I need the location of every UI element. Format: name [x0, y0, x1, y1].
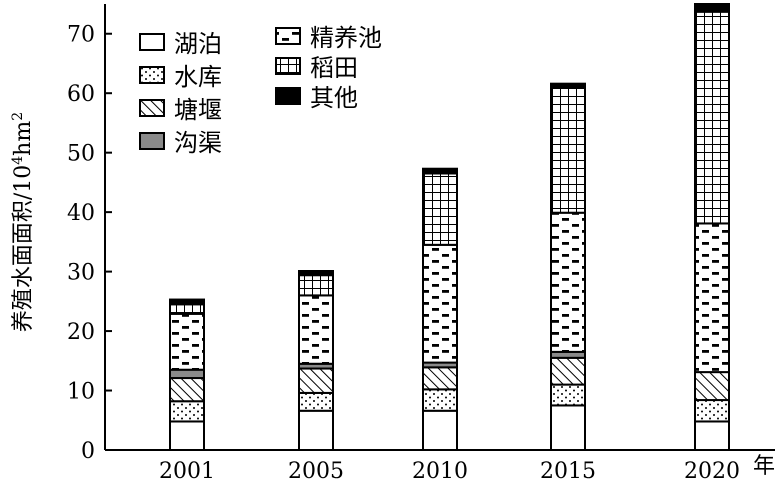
bar-segment-水库-2005: [298, 391, 334, 412]
x-tick-label: 2020: [684, 459, 740, 484]
bar-segment-精养池-2010: [422, 243, 458, 364]
legend-item: 沟渠: [139, 129, 222, 157]
bar-segment-其他-2020: [694, 3, 730, 13]
bar-segment-精养池-2015: [550, 211, 586, 353]
bar-segment-稻田-2015: [550, 86, 586, 214]
bar-segment-沟渠-2001: [169, 368, 205, 380]
y-tick-label: 70: [67, 23, 95, 48]
legend-item: 稻田: [275, 54, 358, 82]
y-tick-label: 60: [67, 82, 95, 107]
bar-segment-其他-2001: [169, 298, 205, 306]
bar-segment-其他-2005: [298, 270, 334, 277]
bar-segment-塘堰-2010: [422, 366, 458, 391]
legend-label: 塘堰: [174, 96, 222, 124]
bar-segment-稻田-2005: [298, 274, 334, 297]
x-tick-label: 2005: [288, 459, 344, 484]
bar-segment-塘堰-2020: [694, 371, 730, 402]
bar-segment-湖泊-2020: [694, 420, 730, 451]
legend-item: 其他: [275, 84, 358, 112]
legend-label: 水库: [174, 63, 222, 91]
legend-swatch: [139, 132, 165, 150]
y-tick-label: 30: [67, 261, 95, 286]
y-tick-label: 40: [67, 201, 95, 226]
bar-segment-塘堰-2005: [298, 367, 334, 394]
legend-swatch: [275, 87, 301, 105]
x-tick-label: 2001: [159, 459, 215, 484]
bar-stack-2020: [694, 3, 730, 451]
legend-swatch: [139, 99, 165, 117]
legend-label: 稻田: [310, 54, 358, 82]
bar-segment-精养池-2005: [298, 294, 334, 365]
bar-segment-稻田-2001: [169, 303, 205, 315]
axes: 0 10 20 30 40 50 60 70 2001 2005 2010 2015 2020: [67, 4, 775, 484]
bar-stack-2010: [422, 167, 458, 452]
legend-item: 塘堰: [139, 96, 222, 124]
legend-label: 精养池: [310, 24, 382, 52]
bar-stack-2001: [169, 298, 205, 451]
bar-segment-水库-2020: [694, 399, 730, 423]
bar-segment-水库-2015: [550, 383, 586, 407]
bar-segment-精养池-2001: [169, 312, 205, 371]
legend-item: 精养池: [275, 24, 382, 52]
bar-segment-湖泊-2005: [298, 409, 334, 452]
bar-segment-湖泊-2001: [169, 420, 205, 451]
y-tick-label: 20: [67, 320, 95, 345]
bar-segment-湖泊-2010: [422, 409, 458, 452]
bar-segment-精养池-2020: [694, 222, 730, 374]
legend-swatch: [275, 27, 301, 45]
bar-segment-稻田-2010: [422, 172, 458, 246]
y-tick-label: 50: [67, 142, 95, 167]
bar-segment-塘堰-2001: [169, 377, 205, 403]
bar-segment-稻田-2020: [694, 10, 730, 225]
legend-item: 湖泊: [139, 30, 222, 58]
bar-stack-2015: [550, 82, 586, 451]
legend-label: 湖泊: [174, 30, 222, 58]
bar-segment-其他-2015: [550, 82, 586, 89]
x-axis-title: 年: [753, 454, 775, 479]
legend-label: 其他: [310, 84, 358, 112]
legend-swatch: [275, 57, 301, 75]
legend-label: 沟渠: [174, 129, 222, 157]
x-tick-label: 2015: [540, 459, 596, 484]
x-tick-label: 2010: [412, 459, 468, 484]
legend-swatch: [139, 66, 165, 84]
legend-item: 水库: [139, 63, 222, 91]
bars-group: [169, 3, 730, 452]
legend-swatch: [139, 33, 165, 51]
bar-stack-2005: [298, 270, 334, 452]
y-tick-label: 10: [67, 380, 95, 405]
y-tick-label: 0: [81, 439, 95, 464]
bar-segment-塘堰-2015: [550, 356, 586, 386]
bar-segment-水库-2001: [169, 400, 205, 423]
bar-segment-水库-2010: [422, 388, 458, 412]
bar-segment-湖泊-2015: [550, 404, 586, 451]
y-axis-title: 养殖水面面积/104hm2: [10, 112, 36, 332]
bar-segment-其他-2010: [422, 167, 458, 175]
